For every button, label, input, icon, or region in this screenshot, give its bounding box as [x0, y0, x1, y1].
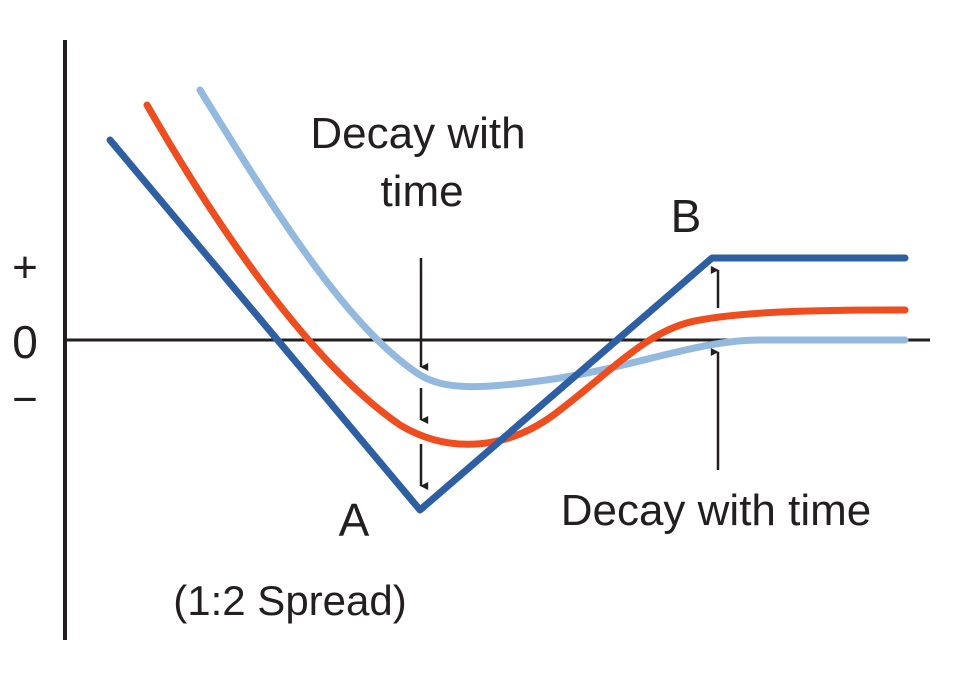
y-label-zero: 0: [12, 316, 38, 368]
curve-intermediate: [143, 101, 909, 448]
point-a-label: A: [339, 494, 370, 546]
decay-top-label-line1: Decay with: [310, 109, 525, 158]
point-b-label: B: [671, 190, 702, 242]
caption-spread: (1:2 Spread): [173, 577, 406, 624]
decay-top-label-line2: time: [380, 167, 463, 216]
y-label-minus: −: [12, 375, 38, 424]
curve-early: [196, 86, 909, 391]
decay-bottom-label: Decay with time: [561, 486, 872, 535]
y-label-plus: +: [12, 243, 38, 292]
curve-expiration: [106, 136, 909, 514]
